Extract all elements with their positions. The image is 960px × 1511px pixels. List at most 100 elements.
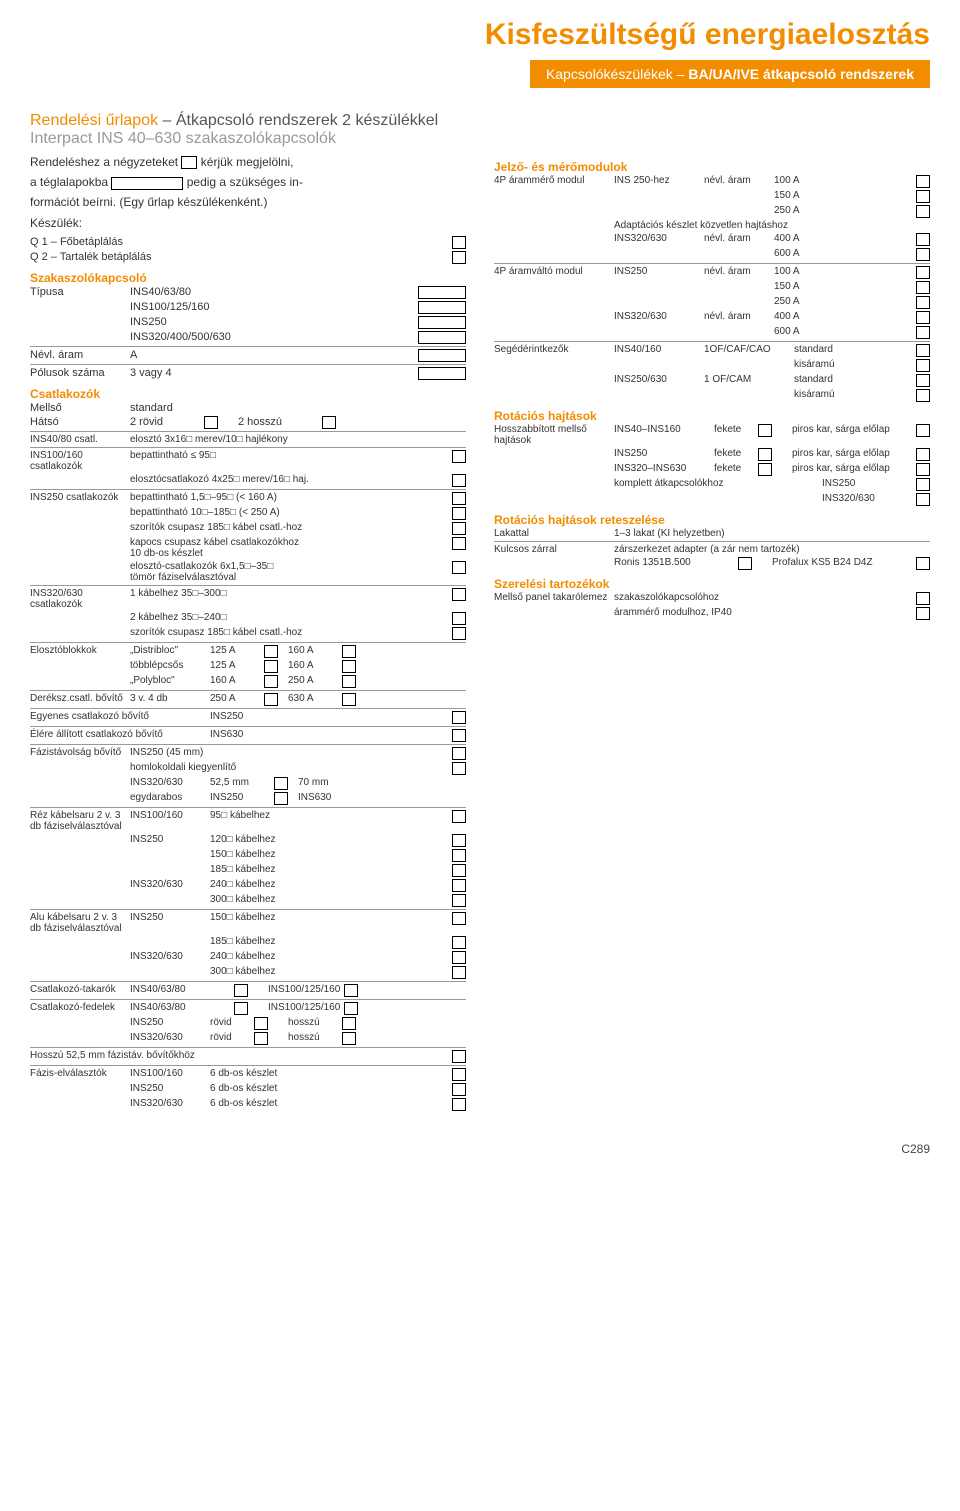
seged-c1: 1OF/CAF/CAO — [704, 344, 794, 355]
kulcs-label: Kulcsos zárral — [494, 544, 614, 555]
amp400-2-checkbox[interactable] — [916, 311, 930, 324]
amp150-2-checkbox[interactable] — [916, 281, 930, 294]
eloszt-a2-checkbox[interactable] — [264, 660, 278, 673]
rez-r4-checkbox[interactable] — [452, 864, 466, 877]
cstak-v1-checkbox[interactable] — [234, 984, 248, 997]
csfed-r4a-checkbox[interactable] — [254, 1032, 268, 1045]
r1-label: 4P árammérő modul — [494, 175, 614, 186]
kis-1-checkbox[interactable] — [916, 359, 930, 372]
tip4-checkbox[interactable] — [418, 331, 466, 344]
hm-p1-checkbox[interactable] — [916, 424, 930, 437]
r2-label: 4P áramváltó modul — [494, 266, 614, 277]
amp250-2-checkbox[interactable] — [916, 296, 930, 309]
q2-checkbox[interactable] — [452, 251, 466, 264]
csfed-v1-checkbox[interactable] — [234, 1002, 248, 1015]
fazelv-r1-checkbox[interactable] — [452, 1068, 466, 1081]
nevl-input[interactable] — [418, 349, 466, 362]
mp-v2: árammérő modulhoz, IP40 — [614, 607, 912, 618]
r320-v3-checkbox[interactable] — [452, 627, 466, 640]
mp-v1-checkbox[interactable] — [916, 592, 930, 605]
hm-label: Hosszabbított mellső hajtások — [494, 424, 614, 446]
kompl-v2-checkbox[interactable] — [916, 493, 930, 506]
amp400-1-checkbox[interactable] — [916, 233, 930, 246]
fazt-v2-checkbox[interactable] — [452, 762, 466, 775]
hm-c3-checkbox[interactable] — [758, 463, 772, 476]
csfed-r4b-checkbox[interactable] — [342, 1032, 356, 1045]
eloszt-b3: 250 A — [278, 675, 338, 686]
eloszt-a1-checkbox[interactable] — [264, 645, 278, 658]
r250-v1-checkbox[interactable] — [452, 492, 466, 505]
derek-a: 250 A — [210, 693, 260, 704]
eloszt-b2-checkbox[interactable] — [342, 660, 356, 673]
r320-v2-checkbox[interactable] — [452, 612, 466, 625]
hatso-v1-checkbox[interactable] — [204, 416, 218, 429]
kis-2-checkbox[interactable] — [916, 389, 930, 402]
alu-r2-checkbox[interactable] — [452, 936, 466, 949]
r100-v2-checkbox[interactable] — [452, 474, 466, 487]
std-2-checkbox[interactable] — [916, 374, 930, 387]
derek-label: Deréksz.csatl. bővítő — [30, 693, 130, 704]
amp100-1-checkbox[interactable] — [916, 175, 930, 188]
lakat-label: Lakattal — [494, 528, 614, 539]
q1-checkbox[interactable] — [452, 236, 466, 249]
r250-v2-checkbox[interactable] — [452, 507, 466, 520]
rez-r6-checkbox[interactable] — [452, 894, 466, 907]
alu-r1-checkbox[interactable] — [452, 912, 466, 925]
amp250-1: 250 A — [774, 205, 912, 216]
derek-b-checkbox[interactable] — [342, 693, 356, 706]
instruction-line3: formációt beírni. (Egy űrlap készülékenk… — [30, 194, 466, 210]
cstak-v2-checkbox[interactable] — [344, 984, 358, 997]
amp600-2-checkbox[interactable] — [916, 326, 930, 339]
fazt-v1-checkbox[interactable] — [452, 747, 466, 760]
hm-p2-checkbox[interactable] — [916, 448, 930, 461]
alu-r4-checkbox[interactable] — [452, 966, 466, 979]
fazelv-r3-checkbox[interactable] — [452, 1098, 466, 1111]
amp250-1-checkbox[interactable] — [916, 205, 930, 218]
tip1-checkbox[interactable] — [418, 286, 466, 299]
rez-r5-checkbox[interactable] — [452, 879, 466, 892]
rez-r1-checkbox[interactable] — [452, 810, 466, 823]
hatso-v2-checkbox[interactable] — [322, 416, 336, 429]
std-1-checkbox[interactable] — [916, 344, 930, 357]
eloszt-b3-checkbox[interactable] — [342, 675, 356, 688]
polus-input[interactable] — [418, 367, 466, 380]
alu-r3-checkbox[interactable] — [452, 951, 466, 964]
amp600-1-checkbox[interactable] — [916, 248, 930, 261]
r320-v1-checkbox[interactable] — [452, 588, 466, 601]
fazt-v3a-checkbox[interactable] — [274, 777, 288, 790]
csfed-v2-checkbox[interactable] — [344, 1002, 358, 1015]
keszulek-label: Készülék: — [30, 215, 466, 231]
hm-p3-checkbox[interactable] — [916, 463, 930, 476]
eloszt-a3-checkbox[interactable] — [264, 675, 278, 688]
intro-line1a: Rendelési űrlapok — [30, 112, 158, 129]
tip2-checkbox[interactable] — [418, 301, 466, 314]
fazelv-r2-checkbox[interactable] — [452, 1083, 466, 1096]
rez-r2-checkbox[interactable] — [452, 834, 466, 847]
fazt-v4a-checkbox[interactable] — [274, 792, 288, 805]
mp-v2-checkbox[interactable] — [916, 607, 930, 620]
ronis-checkbox[interactable] — [738, 557, 752, 570]
section-szerelesi: Szerelési tartozékok — [494, 577, 930, 591]
eloszt-b1-checkbox[interactable] — [342, 645, 356, 658]
amp100-2-checkbox[interactable] — [916, 266, 930, 279]
hossz52-checkbox[interactable] — [452, 1050, 466, 1063]
r250-v5-checkbox[interactable] — [452, 561, 466, 574]
csfed-r3a-checkbox[interactable] — [254, 1017, 268, 1030]
elere-checkbox[interactable] — [452, 729, 466, 742]
fazt-v1: INS250 (45 mm) — [130, 747, 448, 758]
csfed-v1: INS40/63/80 — [130, 1002, 230, 1013]
rez-r3-checkbox[interactable] — [452, 849, 466, 862]
profalux-checkbox[interactable] — [916, 557, 930, 570]
csfed-r3b: hosszú — [268, 1017, 338, 1028]
r100-v1-checkbox[interactable] — [452, 450, 466, 463]
egy-checkbox[interactable] — [452, 711, 466, 724]
kompl-v1-checkbox[interactable] — [916, 478, 930, 491]
tip3-checkbox[interactable] — [418, 316, 466, 329]
hm-c2-checkbox[interactable] — [758, 448, 772, 461]
r250-v3-checkbox[interactable] — [452, 522, 466, 535]
hm-c1-checkbox[interactable] — [758, 424, 772, 437]
r250-v4-checkbox[interactable] — [452, 537, 466, 550]
csfed-r3b-checkbox[interactable] — [342, 1017, 356, 1030]
derek-a-checkbox[interactable] — [264, 693, 278, 706]
amp150-1-checkbox[interactable] — [916, 190, 930, 203]
